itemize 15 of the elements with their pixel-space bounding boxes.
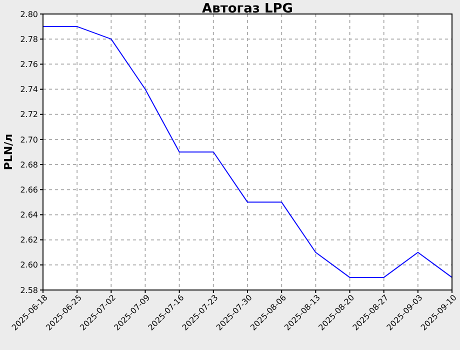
y-tick-label: 2.64	[20, 210, 38, 220]
y-tick-label: 2.80	[20, 10, 38, 19]
y-tick-label: 2.72	[20, 110, 38, 120]
chart-title: Автогаз LPG	[202, 2, 293, 17]
y-axis-title: PLN/л	[2, 134, 15, 170]
y-tick-label: 2.58	[20, 286, 38, 295]
y-tick-label: 2.74	[20, 85, 38, 94]
y-tick-label: 2.76	[20, 60, 38, 69]
y-tick-label: 2.66	[20, 185, 38, 194]
y-tick-label: 2.78	[20, 34, 38, 44]
y-tick-label: 2.62	[20, 236, 38, 245]
y-tick-label: 2.68	[20, 160, 38, 170]
y-tick-label: 2.60	[20, 260, 38, 270]
y-tick-label: 2.70	[20, 135, 38, 144]
line-series	[42, 26, 452, 278]
